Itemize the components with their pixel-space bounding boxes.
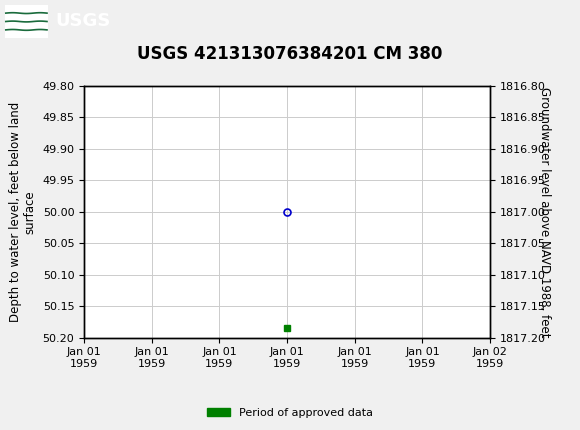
Text: USGS 421313076384201 CM 380: USGS 421313076384201 CM 380 [137, 45, 443, 63]
Text: USGS: USGS [55, 12, 110, 31]
Y-axis label: Depth to water level, feet below land
surface: Depth to water level, feet below land su… [9, 101, 37, 322]
FancyBboxPatch shape [5, 5, 48, 38]
Y-axis label: Groundwater level above NAVD 1988, feet: Groundwater level above NAVD 1988, feet [538, 86, 552, 337]
Legend: Period of approved data: Period of approved data [203, 403, 377, 422]
